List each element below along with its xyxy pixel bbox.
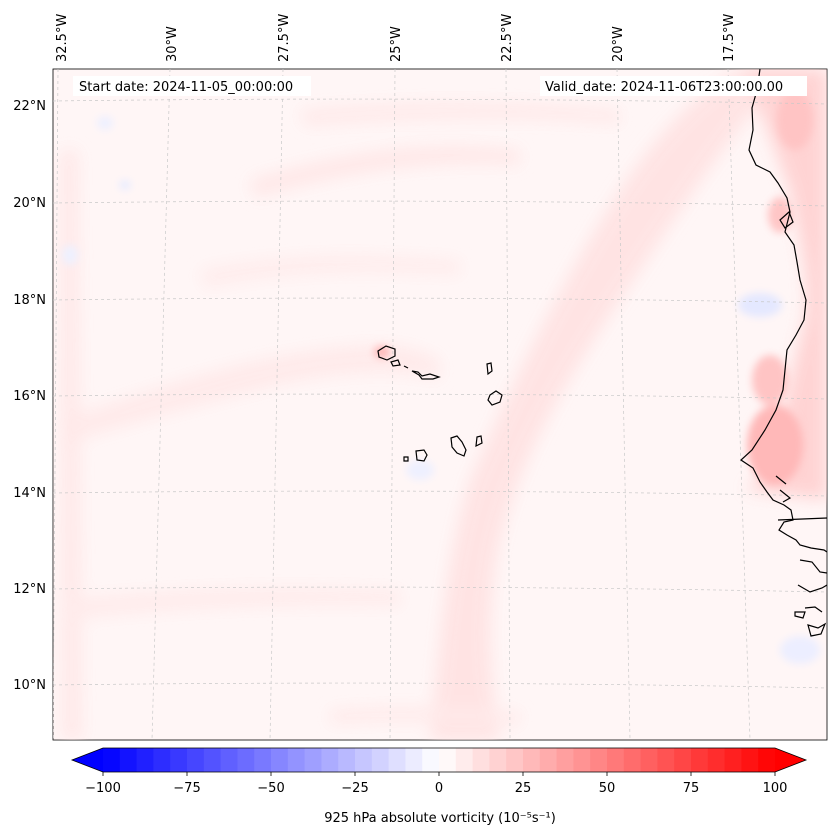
colorbar-cells xyxy=(103,748,776,772)
colorbar-cell xyxy=(388,748,406,772)
valid-date-label: Valid_date: 2024-11-06T23:00:00.00 xyxy=(545,80,783,95)
lat-label: 18°N xyxy=(13,293,46,308)
island-sal xyxy=(486,362,493,376)
island-sao-vicente xyxy=(390,359,401,367)
colorbar: −100 −75 −50 −25 0 25 50 75 100 925 hPa absolute… xyxy=(70,747,808,826)
island-brava xyxy=(403,456,409,462)
colorbar-cell xyxy=(506,748,524,772)
colorbar-cell xyxy=(439,748,457,772)
island-santo-antao xyxy=(377,345,396,361)
lon-label: 27.5°W xyxy=(277,14,292,62)
colorbar-cell xyxy=(355,748,373,772)
lat-label: 16°N xyxy=(13,389,46,404)
lat-label: 12°N xyxy=(13,582,46,597)
colorbar-cell xyxy=(657,748,675,772)
colorbar-cell xyxy=(203,748,222,772)
lat-label: 22°N xyxy=(13,99,46,114)
colorbar-tick-label: −50 xyxy=(257,781,284,796)
coastlines xyxy=(740,69,827,637)
colorbar-tick-label: 100 xyxy=(763,781,788,796)
colorbar-cell xyxy=(724,748,742,772)
start-date-box xyxy=(73,76,311,96)
lat-label: 14°N xyxy=(13,486,46,501)
cape-verde-islands xyxy=(377,345,503,462)
colorbar-cell xyxy=(187,748,205,772)
colorbar-cell xyxy=(271,748,289,772)
colorbar-cell xyxy=(741,748,759,772)
colorbar-cell xyxy=(304,748,322,772)
lon-label: 22.5°W xyxy=(500,14,515,62)
colorbar-tick-label: 50 xyxy=(599,781,616,796)
colorbar-cell xyxy=(489,748,507,772)
africa-coastline xyxy=(740,69,827,553)
lon-label: 30°W xyxy=(165,26,180,62)
colorbar-cell xyxy=(422,748,440,772)
colorbar-cell xyxy=(321,748,339,772)
island-santa-luzia xyxy=(403,365,409,369)
colorbar-ticks: −100 −75 −50 −25 0 25 50 75 100 xyxy=(85,772,787,796)
colorbar-tick-label: −25 xyxy=(341,781,368,796)
vorticity-field xyxy=(60,69,827,740)
start-date-label: Start date: 2024-11-05_00:00:00 xyxy=(79,80,293,95)
colorbar-cell xyxy=(523,748,541,772)
colorbar-cell xyxy=(405,748,423,772)
lon-label: 25°W xyxy=(389,26,404,62)
graticule xyxy=(53,69,827,740)
colorbar-cell xyxy=(590,748,608,772)
colorbar-tick-label: −100 xyxy=(85,781,121,796)
island-fogo xyxy=(415,449,428,462)
colorbar-cell xyxy=(539,748,558,772)
colorbar-cell xyxy=(153,748,171,772)
colorbar-cell xyxy=(758,748,776,772)
colorbar-cell xyxy=(556,748,574,772)
colorbar-cell xyxy=(455,748,474,772)
island-sao-nicolau xyxy=(411,370,441,380)
colorbar-cell xyxy=(237,748,255,772)
colorbar-tick-label: 0 xyxy=(435,781,443,796)
colorbar-cell xyxy=(472,748,490,772)
colorbar-cell xyxy=(674,748,692,772)
colorbar-cell xyxy=(573,748,591,772)
colorbar-cell xyxy=(136,748,154,772)
island-maio xyxy=(475,435,483,448)
colorbar-extend-max xyxy=(775,748,806,772)
lon-label: 20°W xyxy=(611,26,626,62)
colorbar-cell xyxy=(707,748,726,772)
longitude-labels: 32.5°W 30°W 27.5°W 25°W 22.5°W 20°W 17.5… xyxy=(55,14,737,62)
colorbar-cell xyxy=(640,748,658,772)
island-santiago xyxy=(450,435,467,457)
island-boa-vista xyxy=(487,390,503,406)
colorbar-tick-label: 25 xyxy=(515,781,532,796)
latitude-labels: 22°N 20°N 18°N 16°N 14°N 12°N 10°N xyxy=(13,99,46,693)
colorbar-cell xyxy=(691,748,709,772)
colorbar-extend-min xyxy=(72,748,103,772)
colorbar-cell xyxy=(170,748,188,772)
colorbar-cell xyxy=(371,748,390,772)
lon-label: 32.5°W xyxy=(55,14,70,62)
lon-label: 17.5°W xyxy=(722,14,737,62)
colorbar-tick-label: −75 xyxy=(173,781,200,796)
lat-label: 10°N xyxy=(13,678,46,693)
colorbar-cell xyxy=(287,748,306,772)
colorbar-cell xyxy=(607,748,625,772)
colorbar-cell xyxy=(119,748,138,772)
colorbar-cell xyxy=(338,748,356,772)
colorbar-cell xyxy=(623,748,642,772)
colorbar-cell xyxy=(103,748,121,772)
lat-label: 20°N xyxy=(13,196,46,211)
colorbar-label: 925 hPa absolute vorticity (10⁻⁵s⁻¹) xyxy=(324,811,556,826)
valid-date-box xyxy=(540,76,807,96)
colorbar-tick-label: 75 xyxy=(683,781,700,796)
colorbar-cell xyxy=(220,748,238,772)
colorbar-cell xyxy=(254,748,272,772)
